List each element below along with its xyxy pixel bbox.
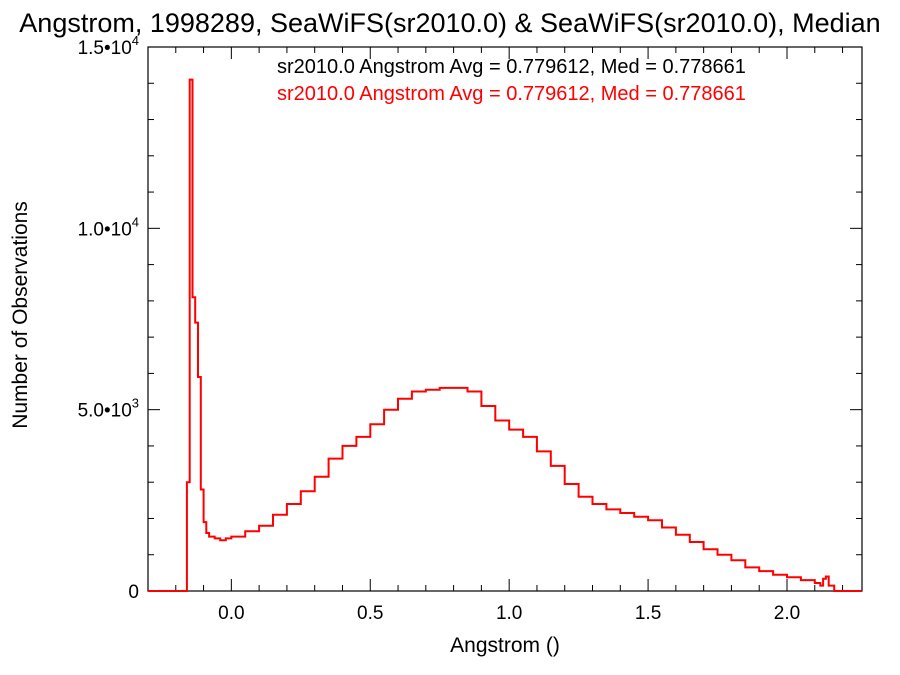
x-tick-label: 1.5 [635,603,661,624]
y-tick-label: 5.0•103 [78,396,139,422]
legend-annotations: sr2010.0 Angstrom Avg = 0.779612, Med = … [277,56,746,105]
tick-labels: 0.0 0.5 1.0 1.5 2.0 0 5.0•103 1.0•104 1.5•104 [78,33,801,624]
x-axis-label: Angstrom () [450,634,560,657]
y-tick-label: 1.0•104 [78,214,139,240]
x-tick-label: 2.0 [774,603,800,624]
y-tick-label: 1.5•104 [78,33,139,59]
x-tick-label: 1.0 [496,603,522,624]
chart-title: Angstrom, 1998289, SeaWiFS(sr2010.0) & S… [19,8,880,38]
plot-border [147,46,863,592]
y-tick-label: 0 [128,582,139,603]
plot-frame [147,46,863,592]
annotation-line-2: sr2010.0 Angstrom Avg = 0.779612, Med = … [277,83,746,105]
y-axis-label: Number of Observations [9,201,32,429]
x-tick-label: 0.0 [218,603,244,624]
annotation-line-1: sr2010.0 Angstrom Avg = 0.779612, Med = … [277,56,746,78]
tick-marks [148,46,862,592]
histogram-series-line [148,78,862,592]
x-tick-label: 0.5 [357,603,383,624]
